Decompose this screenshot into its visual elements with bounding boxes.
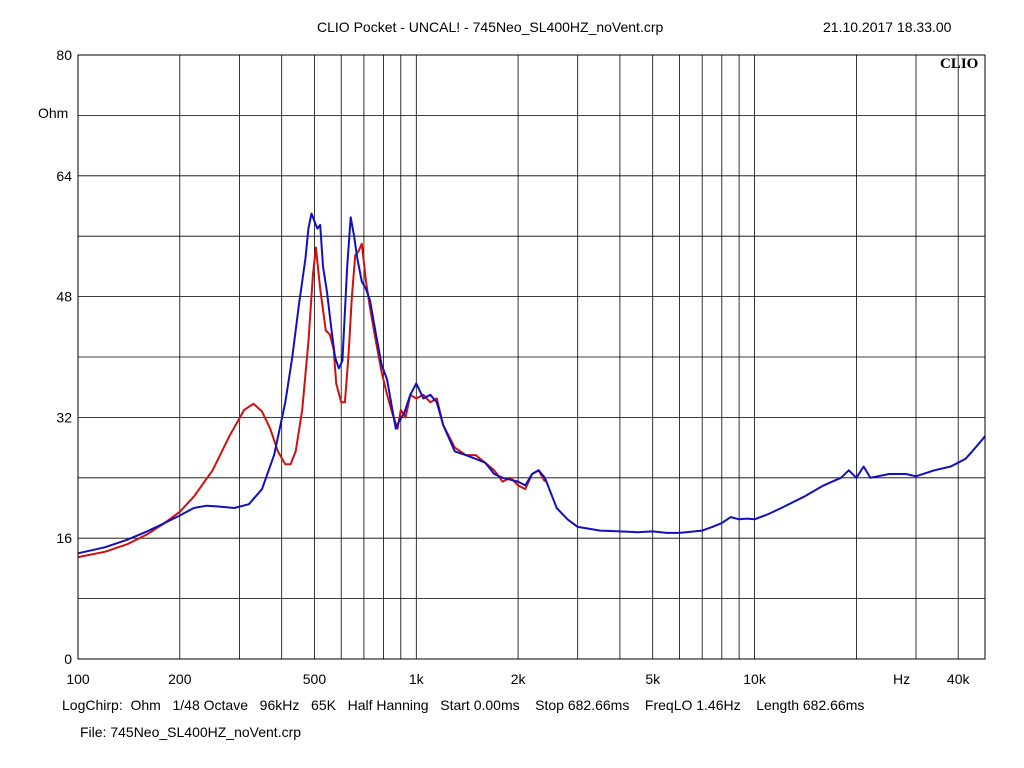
y-axis-label: Ohm (38, 105, 68, 121)
series-layer (77, 212, 986, 559)
chart-datetime: 21.10.2017 18.33.00 (823, 19, 952, 35)
x-tick-label: 40k (947, 671, 971, 687)
settings-unit: Ohm (130, 697, 161, 713)
x-tick-label: 500 (303, 671, 327, 687)
y-tick-label: 48 (56, 289, 72, 305)
x-tick-label: 100 (66, 671, 90, 687)
plot-frame (77, 54, 986, 660)
chart-title: CLIO Pocket - UNCAL! - 745Neo_SL400HZ_no… (317, 19, 664, 35)
settings-stop: Stop 682.66ms (535, 697, 630, 713)
settings-smoothing: 1/48 Octave (172, 697, 249, 713)
y-tick-label: 16 (56, 530, 72, 546)
y-tick-label: 80 (56, 47, 72, 63)
x-tick-label: 1k (409, 671, 425, 687)
red-impedance-curve (77, 242, 546, 559)
x-tick-label: 200 (168, 671, 192, 687)
file-name: File: 745Neo_SL400HZ_noVent.crp (80, 724, 302, 740)
y-tick-label: 0 (64, 651, 72, 667)
settings-type: LogChirp: (62, 697, 123, 713)
x-axis-unit: Hz (893, 671, 910, 687)
settings-freqlo: FreqLO 1.46Hz (644, 697, 741, 713)
blue-impedance-curve (77, 212, 986, 555)
x-tick-label: 10k (743, 671, 767, 687)
x-tick-label: 5k (645, 671, 661, 687)
clio-logo: CLIO (940, 56, 978, 72)
settings-size: 65K (311, 697, 336, 713)
settings-samplerate: 96kHz (259, 697, 300, 713)
settings-length: Length 682.66ms (756, 697, 865, 713)
y-tick-label: 32 (56, 409, 72, 425)
grid-lines (77, 54, 985, 660)
y-tick-label: 64 (56, 168, 72, 184)
x-tick-label: 2k (511, 671, 527, 687)
settings-window: Half Hanning (347, 697, 429, 713)
tick-labels: 0 16 32 48 64 80 100 200 500 1k 2k 5k 10k 40k (56, 47, 970, 687)
settings-start: Start 0.00ms (440, 697, 520, 713)
measurement-settings: LogChirp: Ohm 1/48 Octave 96kHz 65K Half… (62, 697, 864, 713)
